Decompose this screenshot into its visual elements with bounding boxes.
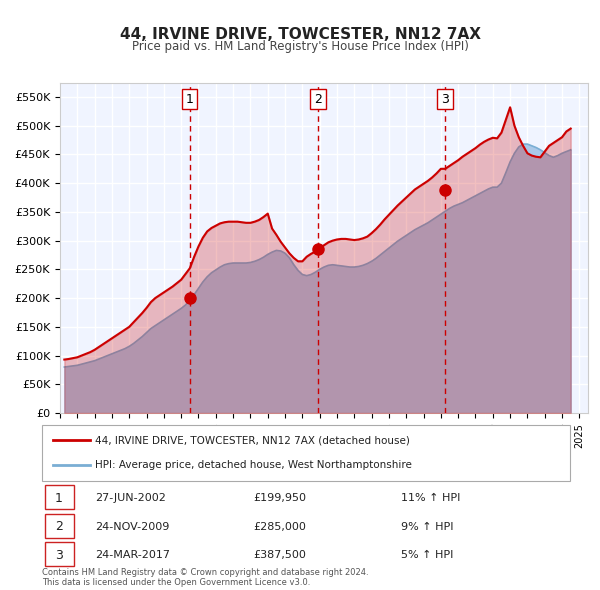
FancyBboxPatch shape	[44, 542, 74, 566]
Text: £199,950: £199,950	[253, 493, 306, 503]
Text: 1: 1	[186, 93, 194, 106]
Text: 44, IRVINE DRIVE, TOWCESTER, NN12 7AX: 44, IRVINE DRIVE, TOWCESTER, NN12 7AX	[119, 27, 481, 41]
Text: 3: 3	[441, 93, 449, 106]
Text: 9% ↑ HPI: 9% ↑ HPI	[401, 522, 454, 532]
Text: 5% ↑ HPI: 5% ↑ HPI	[401, 550, 454, 560]
Text: 11% ↑ HPI: 11% ↑ HPI	[401, 493, 460, 503]
Text: 3: 3	[55, 549, 63, 562]
Text: 27-JUN-2002: 27-JUN-2002	[95, 493, 166, 503]
Text: Price paid vs. HM Land Registry's House Price Index (HPI): Price paid vs. HM Land Registry's House …	[131, 40, 469, 53]
Text: 24-MAR-2017: 24-MAR-2017	[95, 550, 170, 560]
Text: 2: 2	[55, 520, 63, 533]
FancyBboxPatch shape	[44, 485, 74, 509]
Text: £387,500: £387,500	[253, 550, 306, 560]
FancyBboxPatch shape	[42, 425, 570, 481]
FancyBboxPatch shape	[44, 514, 74, 537]
Text: Contains HM Land Registry data © Crown copyright and database right 2024.
This d: Contains HM Land Registry data © Crown c…	[42, 568, 368, 587]
Text: £285,000: £285,000	[253, 522, 306, 532]
Text: 44, IRVINE DRIVE, TOWCESTER, NN12 7AX (detached house): 44, IRVINE DRIVE, TOWCESTER, NN12 7AX (d…	[95, 435, 410, 445]
Text: 2: 2	[314, 93, 322, 106]
Text: 1: 1	[55, 491, 63, 504]
Text: 24-NOV-2009: 24-NOV-2009	[95, 522, 169, 532]
Text: HPI: Average price, detached house, West Northamptonshire: HPI: Average price, detached house, West…	[95, 460, 412, 470]
